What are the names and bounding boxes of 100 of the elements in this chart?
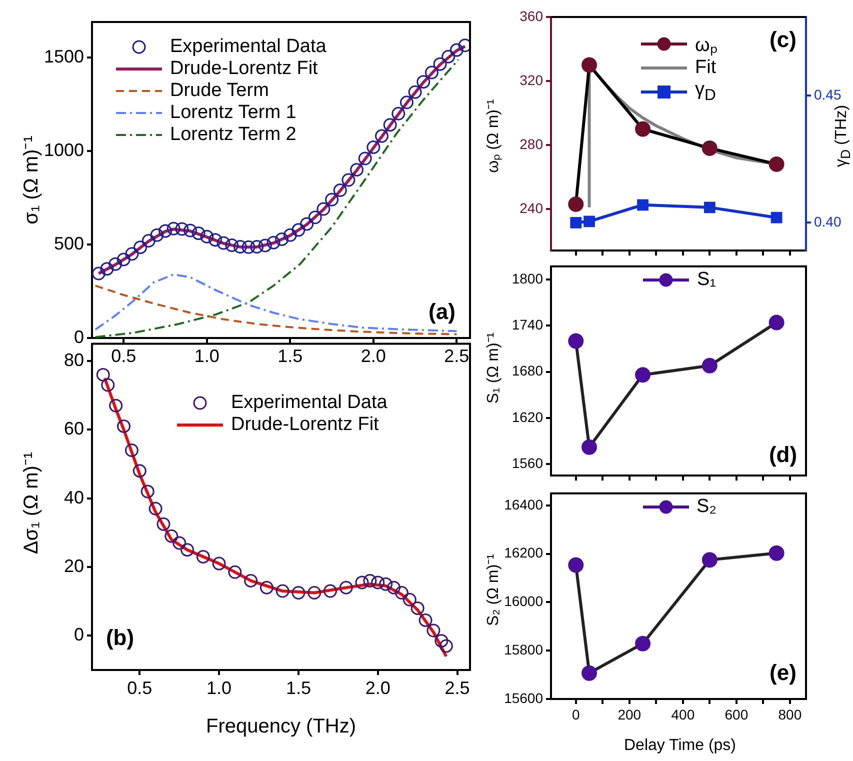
annotation: (c) — [770, 27, 796, 53]
point — [134, 240, 148, 254]
point — [140, 484, 154, 498]
point — [156, 517, 170, 531]
y-tick-label: 280 — [520, 136, 544, 152]
y-tick-label: 360 — [520, 8, 544, 24]
point — [275, 232, 289, 246]
point — [450, 43, 464, 57]
legend-label: Lorentz Term 1 — [170, 102, 296, 124]
point — [635, 367, 651, 383]
point — [208, 233, 222, 247]
point — [242, 240, 256, 254]
point — [635, 636, 651, 652]
point — [333, 184, 347, 198]
point — [166, 222, 180, 236]
point — [109, 398, 123, 412]
point — [410, 601, 424, 615]
y-tick-label: 1620 — [512, 408, 544, 425]
point — [442, 50, 456, 64]
point — [418, 613, 432, 627]
x-axis-title: Frequency (THz) — [206, 716, 356, 738]
point — [400, 96, 414, 110]
point — [768, 314, 784, 330]
point — [635, 121, 651, 137]
y-tick-label: 500 — [54, 233, 84, 254]
point — [132, 464, 146, 478]
y2-tick-label: 0.40 — [814, 214, 842, 230]
x-tick-label: 0.5 — [127, 678, 152, 698]
y-tick-label: 1800 — [512, 270, 544, 286]
y-tick-label: 15600 — [504, 690, 544, 706]
legend-label: S₁ — [697, 269, 716, 291]
annotation: (b) — [106, 625, 134, 651]
point — [92, 266, 106, 280]
y-tick-label: 20 — [64, 556, 84, 576]
x-tick-label: 800 — [778, 706, 802, 722]
y-tick-label: 320 — [520, 72, 544, 88]
point — [216, 236, 230, 250]
point — [300, 217, 314, 231]
point — [142, 234, 156, 248]
y-tick-label: 60 — [64, 418, 84, 439]
legend-label: γ$_{D}$ — [695, 79, 716, 105]
point — [702, 358, 718, 374]
point — [228, 565, 242, 579]
point — [108, 257, 122, 271]
point — [637, 199, 648, 211]
point — [355, 576, 369, 590]
point — [568, 557, 584, 573]
point — [116, 252, 130, 266]
y-axis-title: S₁ (Ω m)⁻¹ — [484, 332, 503, 404]
point — [96, 368, 110, 382]
x-tick-label: 400 — [671, 706, 695, 722]
point — [582, 439, 598, 455]
point — [568, 333, 584, 349]
point — [768, 545, 784, 561]
y-tick-label: 1680 — [512, 362, 544, 379]
point — [704, 202, 716, 214]
legend-label: Drude-Lorentz Fit — [170, 58, 318, 80]
y-tick-label: 80 — [64, 350, 84, 370]
x-tick-label: 600 — [724, 706, 748, 722]
legend-label: Experimental Data — [231, 392, 388, 414]
point — [192, 226, 206, 240]
point — [250, 240, 264, 254]
point — [212, 556, 226, 570]
y-tick-label: 16200 — [504, 544, 544, 561]
x-tick-label: 2.5 — [444, 346, 470, 366]
point — [570, 216, 582, 228]
point — [323, 584, 337, 598]
y-axis-title: S₂ (Ω m)⁻¹ — [484, 554, 503, 626]
point — [283, 228, 297, 242]
point — [350, 162, 364, 176]
point — [770, 212, 782, 224]
line-series — [94, 284, 458, 336]
point — [374, 129, 388, 143]
y-axis-title: σ₁ (Ω m)⁻¹ — [20, 136, 44, 224]
point — [233, 240, 247, 254]
point — [387, 580, 401, 594]
point — [768, 156, 784, 172]
point — [100, 262, 114, 276]
point — [117, 419, 131, 433]
y-tick-label: 40 — [64, 487, 84, 508]
point — [582, 665, 598, 681]
point — [392, 106, 406, 120]
x-tick-label: 2.0 — [365, 678, 390, 698]
y-tick-label: 1740 — [512, 316, 544, 332]
point — [175, 222, 189, 236]
y-tick-label: 0 — [74, 624, 84, 645]
point — [180, 543, 194, 557]
y-tick-label: 1560 — [512, 454, 544, 471]
point — [358, 152, 372, 166]
point — [702, 552, 718, 568]
x-tick-label: 2.0 — [360, 346, 386, 366]
x-tick-label: 0 — [572, 706, 580, 722]
y-tick-label: 240 — [520, 200, 544, 216]
y2-tick-label: 0.45 — [814, 86, 842, 103]
line-series — [94, 273, 458, 332]
y-axis-title: Δσ₁ (Ω m)⁻¹ — [20, 452, 44, 554]
point — [150, 228, 164, 242]
point — [164, 529, 178, 543]
line-series — [94, 58, 460, 338]
point — [125, 247, 139, 261]
